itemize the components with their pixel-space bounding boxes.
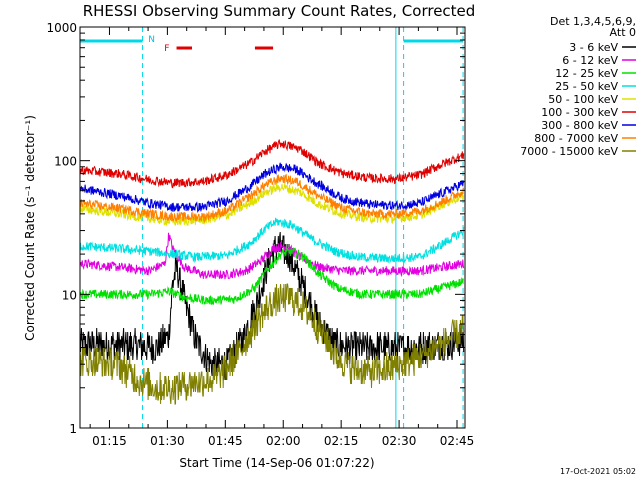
legend-label-7: 800 - 7000 keV (534, 132, 618, 145)
y-tick-label: 1 (69, 422, 77, 436)
y-tick-label: 1000 (46, 21, 77, 35)
flare-label: F (164, 44, 169, 54)
x-tick-label: 01:30 (150, 434, 185, 448)
x-tick-label: 02:30 (382, 434, 417, 448)
series-line-2 (79, 247, 464, 306)
series-line-4 (79, 182, 465, 227)
x-tick-label: 01:45 (208, 434, 243, 448)
legend-label-5: 100 - 300 keV (541, 106, 618, 119)
footer-timestamp: 17-Oct-2021 05:02 (560, 467, 636, 476)
legend-label-3: 25 - 50 keV (555, 80, 618, 93)
series-line-6 (79, 162, 465, 214)
y-axis-label: Corrected Count Rate (s⁻¹ detector⁻¹) (23, 115, 37, 341)
series-line-0 (79, 231, 465, 381)
night-label: N (148, 35, 155, 45)
legend-header-line: Att 0 (610, 26, 636, 39)
legend-label-0: 3 - 6 keV (569, 41, 618, 54)
legend-label-8: 7000 - 15000 keV (520, 145, 618, 158)
chart-title: RHESSI Observing Summary Count Rates, Co… (83, 2, 476, 20)
legend-label-6: 300 - 800 keV (541, 119, 618, 132)
axis-ticks: 01:15 01:30 01:45 02:00 02:15 02:30 02:45 1 10 10… (46, 21, 474, 448)
legend-label-2: 12 - 25 keV (555, 67, 618, 80)
series-line-3 (79, 217, 465, 264)
series-line-1 (79, 232, 465, 280)
y-tick-label: 100 (54, 155, 77, 169)
x-tick-label: 02:00 (266, 434, 301, 448)
series-layer (79, 139, 465, 405)
y-tick-label: 10 (62, 288, 77, 302)
legend-label-4: 50 - 100 keV (548, 93, 618, 106)
legend-header-line: Det 1,3,4,5,6,9, (550, 15, 636, 28)
x-tick-label: 02:15 (324, 434, 359, 448)
series-line-8 (79, 283, 465, 405)
x-axis-label: Start Time (14-Sep-06 01:07:22) (179, 456, 374, 470)
series-line-5 (79, 139, 465, 189)
legend-label-1: 6 - 12 keV (562, 54, 618, 67)
plot-frame (79, 26, 466, 429)
x-tick-label: 01:15 (92, 434, 127, 448)
x-tick-label: 02:45 (440, 434, 475, 448)
series-line-7 (79, 173, 465, 224)
